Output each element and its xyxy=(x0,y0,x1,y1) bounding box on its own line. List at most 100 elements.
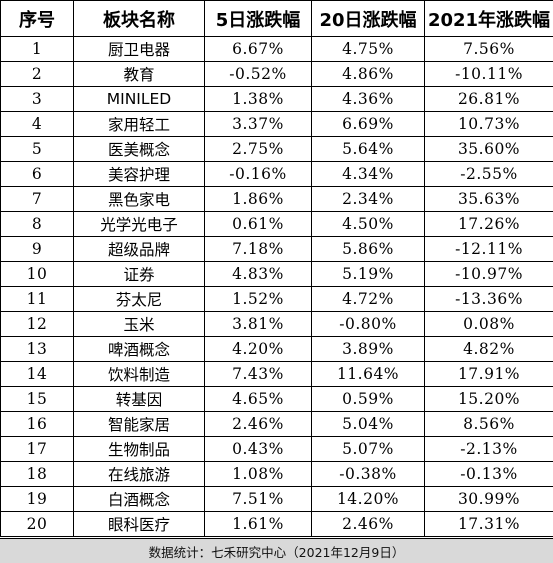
cell-20day-change: 11.64% xyxy=(311,361,425,387)
cell-sector-name: 光学光电子 xyxy=(73,211,205,237)
cell-sector-name: 转基因 xyxy=(73,386,205,412)
cell-2021-change: -2.13% xyxy=(424,436,553,462)
cell-5day-change: 7.51% xyxy=(204,486,312,512)
cell-2021-change: -10.97% xyxy=(424,261,553,287)
table-row: 4 家用轻工 3.37% 6.69% 10.73% xyxy=(0,111,553,137)
cell-index: 15 xyxy=(0,386,74,412)
cell-sector-name: 智能家居 xyxy=(73,411,205,437)
table-row: 9 超级品牌 7.18% 5.86% -12.11% xyxy=(0,236,553,262)
cell-sector-name: 超级品牌 xyxy=(73,236,205,262)
cell-20day-change: 4.86% xyxy=(311,61,425,87)
cell-20day-change: 0.59% xyxy=(311,386,425,412)
header-row: 序号 板块名称 5日涨跌幅 20日涨跌幅 2021年涨跌幅 xyxy=(0,0,553,37)
cell-2021-change: 10.73% xyxy=(424,111,553,137)
table-row: 15 转基因 4.65% 0.59% 15.20% xyxy=(0,386,553,412)
cell-index: 13 xyxy=(0,336,74,362)
table-row: 13 啤酒概念 4.20% 3.89% 4.82% xyxy=(0,336,553,362)
cell-2021-change: 30.99% xyxy=(424,486,553,512)
cell-5day-change: 4.65% xyxy=(204,386,312,412)
cell-2021-change: -0.13% xyxy=(424,461,553,487)
source-footer: 数据统计：七禾研究中心（2021年12月9日） xyxy=(0,538,553,563)
cell-index: 11 xyxy=(0,286,74,312)
table-row: 14 饮料制造 7.43% 11.64% 17.91% xyxy=(0,361,553,387)
cell-20day-change: 2.46% xyxy=(311,511,425,537)
cell-5day-change: 1.86% xyxy=(204,186,312,212)
cell-5day-change: 3.81% xyxy=(204,311,312,337)
cell-20day-change: -0.80% xyxy=(311,311,425,337)
cell-20day-change: 6.69% xyxy=(311,111,425,137)
cell-index: 6 xyxy=(0,161,74,187)
cell-sector-name: 医美概念 xyxy=(73,136,205,162)
table-row: 7 黑色家电 1.86% 2.34% 35.63% xyxy=(0,186,553,212)
cell-5day-change: 7.18% xyxy=(204,236,312,262)
cell-20day-change: 5.19% xyxy=(311,261,425,287)
cell-20day-change: 4.36% xyxy=(311,86,425,112)
cell-index: 14 xyxy=(0,361,74,387)
cell-5day-change: 7.43% xyxy=(204,361,312,387)
cell-index: 20 xyxy=(0,511,74,537)
cell-sector-name: 美容护理 xyxy=(73,161,205,187)
cell-2021-change: -12.11% xyxy=(424,236,553,262)
cell-index: 18 xyxy=(0,461,74,487)
cell-5day-change: 0.43% xyxy=(204,436,312,462)
table-row: 3 MINILED 1.38% 4.36% 26.81% xyxy=(0,86,553,112)
header-sector-name: 板块名称 xyxy=(73,0,205,37)
cell-sector-name: 芬太尼 xyxy=(73,286,205,312)
cell-sector-name: 黑色家电 xyxy=(73,186,205,212)
cell-2021-change: -2.55% xyxy=(424,161,553,187)
cell-20day-change: 5.04% xyxy=(311,411,425,437)
cell-index: 16 xyxy=(0,411,74,437)
cell-20day-change: 2.34% xyxy=(311,186,425,212)
cell-20day-change: 4.72% xyxy=(311,286,425,312)
cell-index: 2 xyxy=(0,61,74,87)
header-5day-change: 5日涨跌幅 xyxy=(204,0,312,37)
cell-5day-change: 4.83% xyxy=(204,261,312,287)
table-row: 8 光学光电子 0.61% 4.50% 17.26% xyxy=(0,211,553,237)
cell-index: 10 xyxy=(0,261,74,287)
cell-20day-change: 4.34% xyxy=(311,161,425,187)
cell-index: 9 xyxy=(0,236,74,262)
cell-20day-change: 4.75% xyxy=(311,36,425,62)
cell-5day-change: 2.75% xyxy=(204,136,312,162)
cell-sector-name: 教育 xyxy=(73,61,205,87)
table-row: 11 芬太尼 1.52% 4.72% -13.36% xyxy=(0,286,553,312)
cell-20day-change: -0.38% xyxy=(311,461,425,487)
cell-sector-name: 眼科医疗 xyxy=(73,511,205,537)
header-index: 序号 xyxy=(0,0,74,37)
table-row: 2 教育 -0.52% 4.86% -10.11% xyxy=(0,61,553,87)
cell-sector-name: 证券 xyxy=(73,261,205,287)
cell-5day-change: -0.16% xyxy=(204,161,312,187)
cell-20day-change: 14.20% xyxy=(311,486,425,512)
cell-sector-name: 在线旅游 xyxy=(73,461,205,487)
table-row: 16 智能家居 2.46% 5.04% 8.56% xyxy=(0,411,553,437)
table-row: 17 生物制品 0.43% 5.07% -2.13% xyxy=(0,436,553,462)
cell-5day-change: 0.61% xyxy=(204,211,312,237)
cell-5day-change: 1.08% xyxy=(204,461,312,487)
table-row: 19 白酒概念 7.51% 14.20% 30.99% xyxy=(0,486,553,512)
cell-5day-change: -0.52% xyxy=(204,61,312,87)
cell-sector-name: 玉米 xyxy=(73,311,205,337)
sector-performance-table: 序号 板块名称 5日涨跌幅 20日涨跌幅 2021年涨跌幅 1 厨卫电器 6.67%… xyxy=(0,0,553,537)
cell-sector-name: 生物制品 xyxy=(73,436,205,462)
cell-index: 8 xyxy=(0,211,74,237)
table-row: 6 美容护理 -0.16% 4.34% -2.55% xyxy=(0,161,553,187)
cell-index: 3 xyxy=(0,86,74,112)
cell-20day-change: 3.89% xyxy=(311,336,425,362)
cell-2021-change: 35.60% xyxy=(424,136,553,162)
table-row: 1 厨卫电器 6.67% 4.75% 7.56% xyxy=(0,36,553,62)
table-row: 20 眼科医疗 1.61% 2.46% 17.31% xyxy=(0,511,553,537)
cell-2021-change: 26.81% xyxy=(424,86,553,112)
cell-5day-change: 1.52% xyxy=(204,286,312,312)
table-row: 10 证券 4.83% 5.19% -10.97% xyxy=(0,261,553,287)
cell-2021-change: 35.63% xyxy=(424,186,553,212)
cell-20day-change: 4.50% xyxy=(311,211,425,237)
cell-2021-change: 15.20% xyxy=(424,386,553,412)
cell-5day-change: 1.38% xyxy=(204,86,312,112)
cell-2021-change: 17.26% xyxy=(424,211,553,237)
header-20day-change: 20日涨跌幅 xyxy=(311,0,425,37)
cell-2021-change: -13.36% xyxy=(424,286,553,312)
cell-20day-change: 5.64% xyxy=(311,136,425,162)
cell-sector-name: 啤酒概念 xyxy=(73,336,205,362)
table-row: 18 在线旅游 1.08% -0.38% -0.13% xyxy=(0,461,553,487)
